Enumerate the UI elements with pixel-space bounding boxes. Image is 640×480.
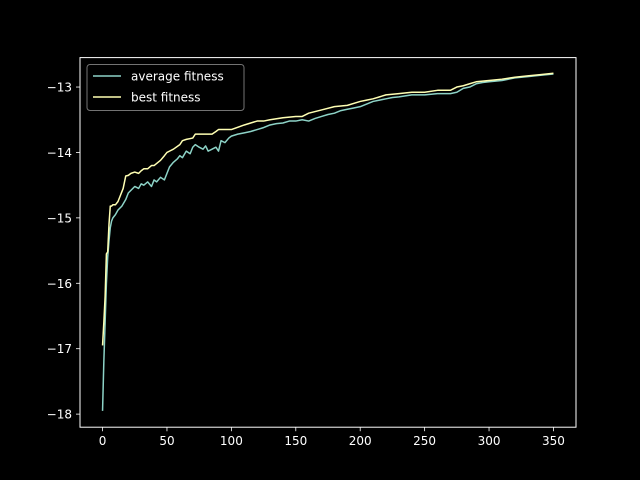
y-tick-label: −18 — [47, 408, 72, 422]
y-tick-label: −16 — [47, 277, 72, 291]
y-tick-label: −17 — [47, 342, 72, 356]
series-line-best-fitness — [101, 72, 554, 346]
legend-label-best-fitness: best fitness — [131, 91, 201, 105]
x-tick-label: 150 — [284, 434, 307, 448]
plot-lines — [101, 72, 554, 411]
x-tick-label: 50 — [159, 434, 174, 448]
x-axis: 0 50 100 150 200 250 300 350 — [99, 427, 565, 448]
axes-frame — [79, 57, 577, 428]
x-tick-label: 350 — [542, 434, 565, 448]
legend-label-average-fitness: average fitness — [131, 70, 224, 84]
y-tick-label: −13 — [47, 81, 72, 95]
series-line-average-fitness — [101, 73, 554, 411]
x-tick-label: 250 — [413, 434, 436, 448]
y-axis: −18 −17 −16 −15 −14 −13 — [47, 81, 80, 422]
x-tick-label: 100 — [220, 434, 243, 448]
legend: average fitness best fitness — [86, 64, 245, 111]
x-tick-label: 0 — [99, 434, 107, 448]
x-tick-label: 200 — [349, 434, 372, 448]
legend-box — [86, 64, 245, 111]
y-tick-label: −14 — [47, 146, 72, 160]
y-tick-label: −15 — [47, 211, 72, 225]
x-tick-label: 300 — [478, 434, 501, 448]
